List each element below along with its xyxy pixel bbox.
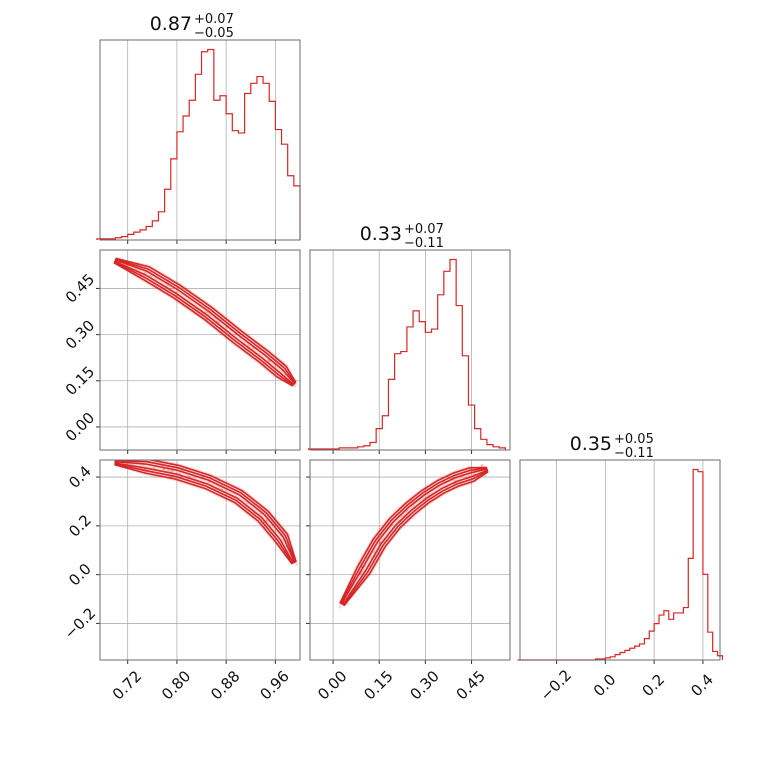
histogram-step-line (307, 258, 506, 450)
sample-point (217, 320, 221, 324)
x-tick-label: 0.15 (360, 667, 396, 703)
sample-point (338, 605, 342, 609)
sample-point (265, 519, 269, 523)
histogram-panel-3: −0.2 0.0 0.2 0.4 0.35 +0.05−0.11 (517, 432, 724, 705)
x-tick-label: 0.80 (158, 667, 194, 703)
histogram-title-plus: +0.07 (404, 222, 444, 237)
histogram-title-minus: −0.11 (614, 446, 654, 461)
sample-point (480, 463, 484, 467)
x-tick-label: 0.88 (207, 667, 243, 703)
x-tick-label: 0.30 (407, 667, 443, 703)
y-tick-label: 0.30 (62, 316, 98, 352)
panel-frame (99, 39, 301, 241)
contour-middle (339, 467, 489, 606)
pair-plot-area (113, 460, 299, 566)
histogram-step-line (517, 468, 724, 661)
sample-point (346, 602, 350, 606)
contour-outer (113, 257, 297, 387)
contour-inner (114, 460, 296, 564)
pair-plot-area (113, 257, 297, 388)
x-tick-label: 0.72 (109, 667, 145, 703)
contour-middle (114, 460, 297, 565)
panel-frame (309, 459, 511, 661)
sample-point (166, 469, 170, 473)
sample-point (204, 310, 208, 314)
y-tick-label: 0.45 (62, 270, 98, 306)
histogram-step-line (96, 48, 301, 240)
contour-inner (114, 259, 296, 386)
histogram-title-value: 0.87 (150, 13, 192, 35)
panel-frame (99, 249, 301, 451)
sample-point (152, 466, 156, 470)
x-tick-label: 0.45 (453, 667, 489, 703)
histogram-title-plus: +0.07 (194, 12, 234, 27)
x-tick-label: 0.4 (687, 670, 717, 700)
y-tick-label: −0.2 (61, 604, 99, 642)
y-tick-label: 0.2 (65, 511, 95, 541)
histogram-title-value: 0.33 (360, 223, 402, 245)
histogram-title-minus: −0.05 (194, 26, 234, 41)
y-tick-label: 0.4 (65, 462, 95, 492)
histogram-title-plus: +0.05 (614, 432, 654, 447)
contour-middle (113, 258, 297, 387)
sample-point (361, 569, 365, 573)
contour-outer (114, 460, 298, 565)
pair-panel-2-3: 0.00 0.15 0.30 0.45 (306, 459, 511, 703)
panel-frame (519, 459, 721, 661)
sample-point (143, 271, 147, 275)
x-tick-label: 0.00 (314, 667, 350, 703)
x-tick-label: 0.0 (590, 670, 620, 700)
density-fill (339, 466, 488, 606)
histogram-title-value: 0.35 (570, 433, 612, 455)
sample-point (295, 562, 299, 566)
y-tick-label: 0.0 (65, 560, 95, 590)
x-tick-label: −0.2 (537, 666, 575, 704)
y-tick-label: 0.00 (62, 409, 98, 445)
contour-inner (340, 468, 489, 606)
x-tick-label: 0.96 (257, 667, 293, 703)
sample-point (247, 344, 251, 347)
sample-point (292, 384, 296, 388)
histogram-panel-1: 0.87 +0.07−0.05 (96, 12, 301, 244)
pair-panel-1-2: 0.00 0.15 0.30 0.45 (62, 249, 301, 454)
panel-frame (309, 249, 511, 451)
sample-point (267, 359, 271, 363)
y-tick-label: 0.15 (62, 363, 98, 399)
sample-point (258, 512, 262, 516)
histogram-panel-2: 0.33 +0.07−0.11 (307, 222, 511, 454)
histogram-title-minus: −0.11 (404, 236, 444, 251)
pair-plot-area (338, 463, 489, 609)
x-tick-label: 0.2 (639, 670, 669, 700)
pair-panel-1-3: 0.72 0.80 0.88 0.96 −0.2 0.0 0.2 0.4 (61, 459, 301, 703)
panel-frame (99, 459, 301, 661)
contour-outer (339, 466, 489, 607)
